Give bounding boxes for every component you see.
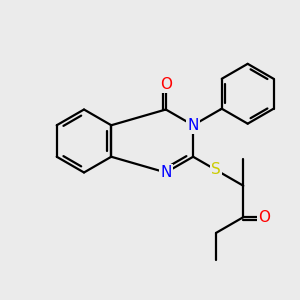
- Text: N: N: [188, 118, 199, 133]
- Text: O: O: [258, 210, 270, 225]
- Text: N: N: [160, 165, 172, 180]
- Text: O: O: [160, 76, 172, 92]
- Text: S: S: [211, 163, 221, 178]
